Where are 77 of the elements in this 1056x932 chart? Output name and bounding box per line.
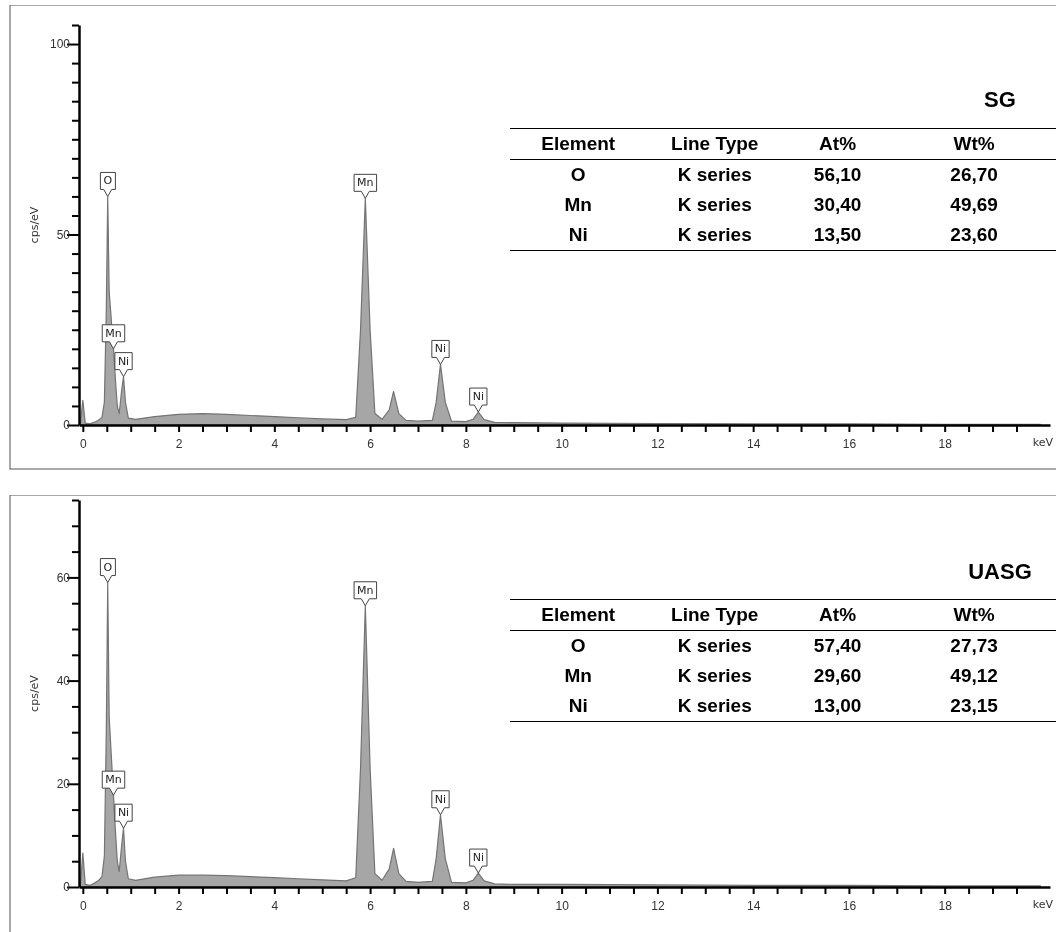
annotation: 49,69 [949, 192, 999, 217]
annotation: K series [676, 192, 753, 217]
annotation: K series [646, 630, 783, 662]
text: UASG [968, 558, 1032, 584]
annotation: Ni [472, 390, 484, 404]
y-tick-label: 20 [56, 777, 71, 792]
annotation: K series [646, 691, 783, 723]
x-tick-label: 2 [175, 436, 183, 451]
annotation: O [103, 560, 113, 574]
x-tick-label: 14 [746, 898, 761, 913]
y-axis-title: cps/eV [28, 206, 41, 244]
annotation: 27,73 [892, 630, 1056, 662]
x-axis-title: keV [1032, 436, 1054, 449]
x-tick-label: 10 [555, 898, 570, 913]
annotation: 30,40 [812, 192, 863, 217]
x-tick-label: 4 [271, 898, 279, 913]
annotation: Mn [563, 192, 593, 217]
annotation: Line Type [646, 599, 783, 631]
annotation: 56,10 [783, 158, 893, 190]
x-tick-label: 0 [79, 436, 87, 451]
x-tick-label: 16 [842, 898, 857, 913]
x-tick-label: 18 [938, 436, 953, 451]
annotation: K series [676, 664, 753, 689]
annotation: O [510, 158, 647, 190]
annotation: 23,60 [892, 219, 1056, 251]
annotation: Mn [563, 664, 593, 689]
x-tick-label: 12 [651, 436, 665, 451]
x-tick-label: 14 [746, 436, 761, 451]
annotation: Element [510, 599, 647, 631]
annotation: 57,40 [783, 630, 893, 662]
annotation: Mn [357, 583, 374, 597]
annotation: 26,70 [892, 158, 1056, 190]
x-tick-label: 2 [175, 898, 183, 913]
annotation: Ni [117, 806, 130, 820]
y-tick-label: 60 [56, 570, 71, 585]
y-tick-label: 50 [56, 227, 71, 242]
annotation: 29,60 [812, 664, 863, 689]
annotation: Line Type [646, 127, 783, 159]
annotation: Ni [434, 792, 447, 806]
x-tick-label: 6 [367, 436, 375, 451]
x-tick-label: 16 [842, 436, 857, 451]
x-tick-label: 10 [555, 436, 570, 451]
annotation: Mn [357, 176, 374, 190]
annotation: O [103, 174, 113, 188]
annotation: At% [783, 599, 893, 631]
annotation: Mn [105, 773, 122, 787]
x-tick-label: 18 [938, 898, 953, 913]
x-tick-label: 6 [367, 898, 375, 913]
y-tick-label: 100 [49, 37, 71, 52]
annotation: At% [783, 127, 893, 159]
x-tick-label: 8 [463, 898, 471, 913]
annotation: Element [510, 127, 647, 159]
annotation: O [510, 630, 647, 662]
x-tick-label: 12 [651, 898, 665, 913]
x-tick-label: 4 [271, 436, 279, 451]
annotation: Wt% [892, 127, 1056, 159]
annotation: Ni [434, 342, 447, 356]
annotation: Ni [117, 354, 130, 368]
y-tick-label: 40 [56, 673, 71, 688]
y-tick-label: 0 [63, 880, 71, 895]
y-axis-title: cps/eV [28, 674, 41, 712]
annotation: 13,00 [783, 691, 893, 723]
annotation: 13,50 [783, 219, 893, 251]
x-tick-label: 0 [79, 898, 87, 913]
annotation: 23,15 [892, 691, 1056, 723]
annotation: Mn [105, 326, 122, 340]
annotation: K series [646, 219, 783, 251]
x-axis-title: keV [1032, 898, 1054, 911]
text: SG [984, 87, 1016, 112]
annotation: Ni [510, 219, 647, 251]
annotation: Ni [510, 691, 647, 723]
annotation: Ni [472, 851, 484, 865]
annotation: 49,12 [949, 664, 999, 689]
annotation: Wt% [892, 599, 1056, 631]
annotation: K series [646, 158, 783, 190]
y-tick-label: 0 [63, 418, 71, 433]
x-tick-label: 8 [463, 436, 471, 451]
